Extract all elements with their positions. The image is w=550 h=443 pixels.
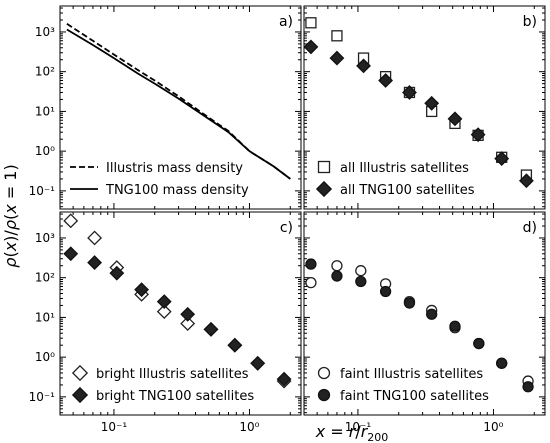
ticks <box>59 6 301 209</box>
data-point <box>355 275 367 288</box>
data-point <box>426 308 438 320</box>
data-point <box>180 306 196 322</box>
data-point <box>63 213 79 229</box>
data-point <box>494 151 510 167</box>
x-tick-label: 10⁻¹ <box>101 420 128 434</box>
data-point <box>331 270 343 282</box>
y-tick-label: 10⁰ <box>35 144 55 158</box>
data-point <box>276 371 292 387</box>
data-point <box>496 357 508 369</box>
data-point <box>250 355 266 371</box>
legend-label: faint TNG100 satellites <box>340 389 489 404</box>
data-point <box>156 294 172 310</box>
data-point <box>522 381 534 393</box>
series-2 <box>305 258 534 393</box>
data-point <box>355 265 367 277</box>
legend-marker <box>317 366 331 380</box>
data-point <box>356 58 371 74</box>
legend-label: TNG100 mass density <box>105 183 249 198</box>
legend-label: all TNG100 satellites <box>340 183 475 198</box>
panel-label: c) <box>280 220 293 236</box>
x-tick-label: 10⁰ <box>239 420 259 434</box>
legend: bright Illustris satellites bright TNG100… <box>71 364 254 404</box>
legend-label: faint Illustris satellites <box>340 367 483 382</box>
panel-label: a) <box>279 14 293 30</box>
data-point <box>134 282 150 298</box>
legend: all Illustris satellites all TNG100 satel… <box>315 160 475 198</box>
y-tick-label: 10⁰ <box>35 350 55 364</box>
panel-1: 10⁻¹ 10⁰ 10¹ 10² 10³ a) Illustris mass density… <box>29 5 302 210</box>
data-point <box>403 297 416 309</box>
data-point <box>402 85 417 100</box>
panel-3: 10⁻¹ 10⁰ 10¹ 10² 10³ 10⁻¹ 10⁰ c) bright Illustri… <box>29 211 302 434</box>
x-tick-label: 10⁻¹ <box>345 420 372 434</box>
data-point <box>379 285 392 298</box>
data-point <box>87 255 103 270</box>
panel-2: b) all Illustris satellites all TNG100 sat… <box>303 5 546 210</box>
data-point <box>109 265 125 281</box>
panel-frame <box>59 5 302 210</box>
panel-label: d) <box>523 220 537 236</box>
legend-label: bright Illustris satellites <box>96 367 249 382</box>
panel-frame <box>303 211 546 416</box>
legend-label: bright TNG100 satellites <box>96 389 254 404</box>
legend-marker <box>315 180 333 198</box>
y-tick-label: 10⁻¹ <box>29 390 56 404</box>
series-line <box>66 23 291 180</box>
y-axis-label: ρ(x)/ρ(x = 1) <box>1 164 20 267</box>
y-tick-label: 10⁻¹ <box>29 184 56 198</box>
legend: faint Illustris satellites faint TNG100 s… <box>317 366 489 404</box>
y-tick-label: 10² <box>35 271 55 285</box>
legend-label: Illustris mass density <box>106 161 243 176</box>
data-point <box>156 304 172 320</box>
y-tick-label: 10² <box>35 65 55 79</box>
data-point <box>203 321 219 337</box>
panel-frame <box>303 5 546 210</box>
data-point <box>87 230 103 246</box>
y-tick-label: 10¹ <box>35 104 55 118</box>
data-point <box>180 316 196 331</box>
legend-marker <box>71 364 89 382</box>
y-tick-label: 10³ <box>35 25 55 39</box>
data-point <box>447 111 463 127</box>
data-point <box>63 246 79 262</box>
x-tick-label: 10⁰ <box>483 420 503 434</box>
y-tick-label: 10³ <box>35 231 55 245</box>
y-tick-label: 10¹ <box>35 310 55 324</box>
data-point <box>378 73 394 88</box>
data-point <box>303 39 319 55</box>
data-point <box>305 258 317 270</box>
data-point <box>473 337 485 350</box>
series-1 <box>66 23 291 180</box>
data-point <box>305 17 317 29</box>
series-2 <box>66 28 291 180</box>
series-2 <box>303 39 534 189</box>
data-point <box>424 95 440 111</box>
data-point <box>331 30 343 42</box>
legend-marker <box>317 388 331 402</box>
data-point <box>305 277 317 289</box>
ticks <box>303 212 545 415</box>
legend-marker <box>71 386 89 404</box>
data-point <box>227 337 243 353</box>
legend: Illustris mass density TNG100 mass densit… <box>70 161 249 198</box>
series-2 <box>63 246 292 387</box>
data-point <box>470 127 486 143</box>
legend-marker <box>317 160 331 174</box>
panel-frame <box>59 211 302 416</box>
panel-label: b) <box>523 14 537 30</box>
data-point <box>331 260 343 272</box>
data-point <box>329 50 345 66</box>
legend-label: all Illustris satellites <box>340 161 469 176</box>
series-line <box>66 28 291 180</box>
data-point <box>449 320 461 332</box>
data-point <box>518 173 534 189</box>
